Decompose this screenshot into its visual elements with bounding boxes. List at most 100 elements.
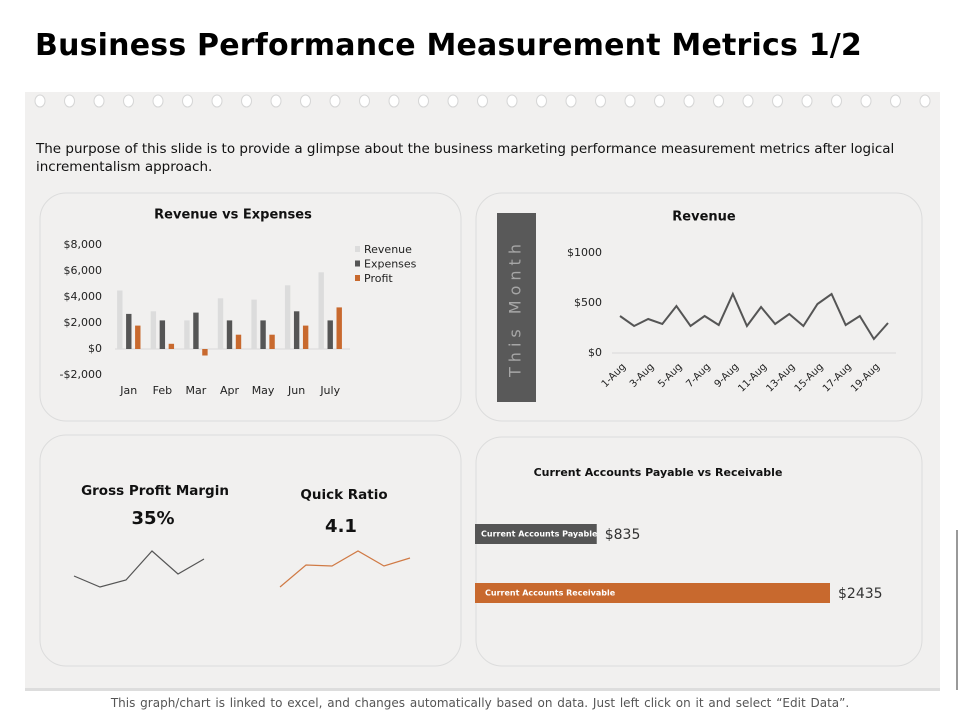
punch-hole (64, 94, 75, 108)
punch-hole (919, 94, 931, 108)
bar (327, 320, 333, 349)
punch-hole (890, 94, 901, 108)
bar (217, 298, 224, 349)
bar (226, 320, 233, 349)
bar (284, 285, 291, 349)
card (39, 434, 462, 667)
punch-hole (860, 94, 872, 108)
y-tick-label: $500 (574, 296, 602, 309)
legend-swatch (355, 260, 360, 267)
legend-label: Revenue (364, 243, 412, 256)
bar (251, 299, 257, 349)
bar (184, 320, 190, 349)
bar (293, 311, 300, 349)
punch-hole (654, 94, 665, 108)
x-tick-label: July (319, 384, 340, 397)
value-label: $835 (605, 527, 641, 543)
punch-hole (270, 94, 282, 108)
punch-hole (241, 94, 252, 108)
value-label: $2435 (838, 586, 883, 602)
y-tick-label: $4,000 (64, 290, 103, 303)
punch-hole (329, 94, 341, 108)
punch-hole (831, 94, 842, 108)
punch-hole (624, 94, 636, 108)
punch-hole (565, 94, 577, 108)
sparkline (279, 550, 411, 588)
bar (168, 343, 175, 349)
paper-shadow (25, 688, 940, 691)
punch-hole (300, 94, 311, 108)
kpi-value: 35% (131, 508, 174, 529)
punch-hole (123, 94, 134, 108)
line-series (619, 291, 889, 341)
legend-label: Profit (364, 272, 393, 285)
bar (235, 334, 242, 349)
chart-title: Current Accounts Payable vs Receivable (534, 466, 783, 479)
bar (117, 290, 123, 349)
punch-hole (477, 94, 488, 108)
punch-hole (211, 94, 223, 108)
punch-hole (742, 94, 754, 108)
chart-title: Gross Profit Margin (81, 483, 229, 499)
bar (318, 272, 324, 349)
punch-hole (93, 94, 105, 108)
bar (260, 320, 266, 349)
bar-category-label: Current Accounts Payable (481, 530, 598, 539)
punch-hole (34, 94, 46, 108)
punch-hole (418, 94, 429, 108)
bar (135, 325, 141, 349)
x-tick-label: Mar (186, 384, 207, 397)
bar (159, 320, 166, 349)
card (39, 192, 462, 422)
card (475, 192, 923, 422)
y-tick-label: -$2,000 (60, 368, 102, 381)
x-tick-label: Apr (220, 384, 240, 397)
x-tick-label: Jan (119, 384, 137, 397)
punch-hole (801, 94, 813, 108)
punch-hole (595, 94, 606, 108)
punch-hole (772, 94, 783, 108)
sparkline (73, 550, 205, 588)
card (475, 436, 923, 667)
y-tick-label: $6,000 (64, 264, 103, 277)
y-tick-label: $2,000 (64, 316, 103, 329)
bar-category-label: Current Accounts Receivable (485, 589, 616, 598)
footer-note: This graph/chart is linked to excel, and… (110, 696, 850, 710)
y-tick-label: $8,000 (64, 238, 103, 251)
bar (193, 312, 199, 349)
legend-label: Expenses (364, 258, 417, 271)
bar (150, 311, 157, 349)
legend-swatch (355, 246, 360, 252)
bar (475, 583, 830, 603)
punch-hole (388, 94, 400, 108)
y-tick-label: $0 (588, 346, 602, 359)
punch-hole (713, 94, 724, 108)
kpi-value: 4.1 (325, 516, 357, 537)
punch-hole (359, 94, 370, 108)
bar (336, 307, 342, 349)
punch-hole (182, 94, 193, 108)
punch-hole (152, 94, 164, 108)
bar (302, 325, 309, 349)
x-tick-label: Jun (287, 384, 305, 397)
y-tick-label: $1000 (567, 246, 602, 259)
description: The purpose of this slide is to provide … (36, 141, 895, 175)
chart-title: Revenue vs Expenses (154, 208, 312, 223)
y-tick-label: $0 (88, 342, 102, 355)
side-label: This Month (506, 239, 525, 378)
bar (126, 313, 132, 349)
side-panel (497, 213, 536, 402)
bar (269, 334, 275, 349)
slide-title: Business Performance Measurement Metrics… (35, 28, 863, 63)
legend-swatch (355, 275, 360, 281)
x-tick-label: Feb (153, 384, 172, 397)
bar (475, 524, 597, 544)
x-tick-label: May (252, 384, 275, 397)
chart-title: Quick Ratio (300, 487, 387, 503)
punch-hole (683, 94, 695, 108)
punch-hole (447, 94, 459, 108)
bar (202, 349, 208, 356)
chart-title: Revenue (672, 210, 736, 225)
